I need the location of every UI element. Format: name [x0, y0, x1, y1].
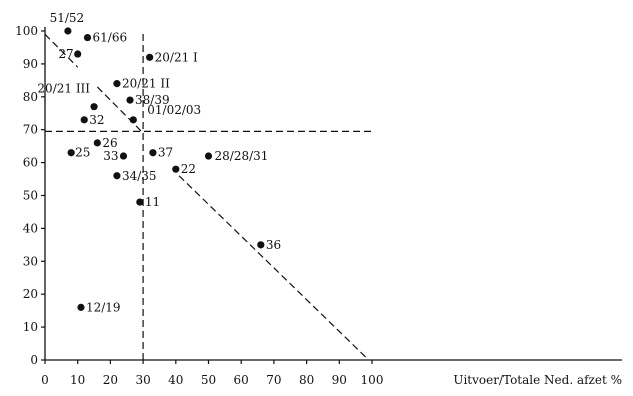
point-label: 61/66 [93, 31, 128, 45]
y-tick-label: 70 [23, 123, 38, 137]
diagonal-reference-line [44, 33, 79, 68]
point-label: 20/21 I [155, 50, 198, 64]
y-tick-label: 0 [30, 353, 38, 367]
point-label: 12/19 [86, 300, 121, 314]
point-label: 51/52 [50, 11, 85, 25]
y-tick-label: 50 [23, 189, 38, 203]
point-label: 37 [158, 146, 173, 160]
data-point [126, 96, 134, 104]
point-label: 20/21 III [37, 82, 90, 96]
diagonal-reference-line [178, 175, 370, 361]
point-label: 27 [58, 47, 73, 61]
data-point [129, 116, 137, 124]
point-label: 36 [266, 238, 281, 252]
axes: 0 10 20 30 40 50 60 70 80 90 100 0 10 20 30 40 50 60 70 80 9… [15, 24, 622, 387]
x-axis-title: Uitvoer/Totale Ned. afzet % [453, 373, 622, 387]
point-label: 32 [89, 113, 104, 127]
point-label: 34/35 [122, 169, 157, 183]
point-label: 11 [145, 195, 160, 209]
point-label: 26 [102, 136, 117, 150]
data-point [77, 303, 85, 311]
y-tick-label: 80 [23, 90, 38, 104]
y-tick-label: 20 [23, 287, 38, 301]
data-point [113, 80, 121, 88]
x-tick-label: 30 [135, 373, 150, 387]
data-point [74, 50, 82, 58]
x-tick-label: 60 [234, 373, 249, 387]
data-point [80, 116, 88, 124]
y-tick-label: 30 [23, 254, 38, 268]
point-label: 38/39 [135, 93, 170, 107]
y-tick-label: 10 [23, 320, 38, 334]
point-label: 33 [103, 149, 118, 163]
x-tick-label: 40 [168, 373, 183, 387]
x-tick-label: 90 [332, 373, 347, 387]
data-point [67, 149, 75, 157]
y-tick-label: 40 [23, 221, 38, 235]
reference-lines [44, 31, 372, 361]
point-label: 22 [181, 162, 196, 176]
data-point [64, 27, 72, 35]
data-point [204, 152, 213, 160]
x-tick-label: 0 [41, 373, 49, 387]
data-point [149, 149, 157, 157]
data-point [119, 152, 128, 160]
data-point [93, 139, 101, 147]
point-label: 01/02/03 [147, 103, 201, 117]
point-label: 28/28/31 [215, 149, 269, 163]
y-tick-label: 60 [23, 156, 38, 170]
x-tick-label: 70 [266, 373, 281, 387]
data-point [136, 198, 144, 206]
x-tick-label: 50 [201, 373, 216, 387]
data-point [90, 103, 98, 111]
data-point [172, 165, 180, 173]
data-point [257, 241, 265, 249]
x-tick-label: 10 [70, 373, 85, 387]
data-points: 51/52 61/66 27 20/21 I 20/21 II 38/39 20/21 II… [37, 11, 281, 314]
data-point [83, 33, 92, 42]
y-tick-label: 90 [23, 57, 38, 71]
y-tick-label: 100 [15, 24, 38, 38]
x-tick-label: 80 [299, 373, 314, 387]
x-tick-label: 20 [103, 373, 118, 387]
data-point [113, 172, 121, 180]
point-label: 20/21 II [122, 77, 170, 91]
data-point [146, 53, 154, 61]
point-label: 25 [75, 146, 90, 160]
x-tick-label: 100 [361, 373, 384, 387]
